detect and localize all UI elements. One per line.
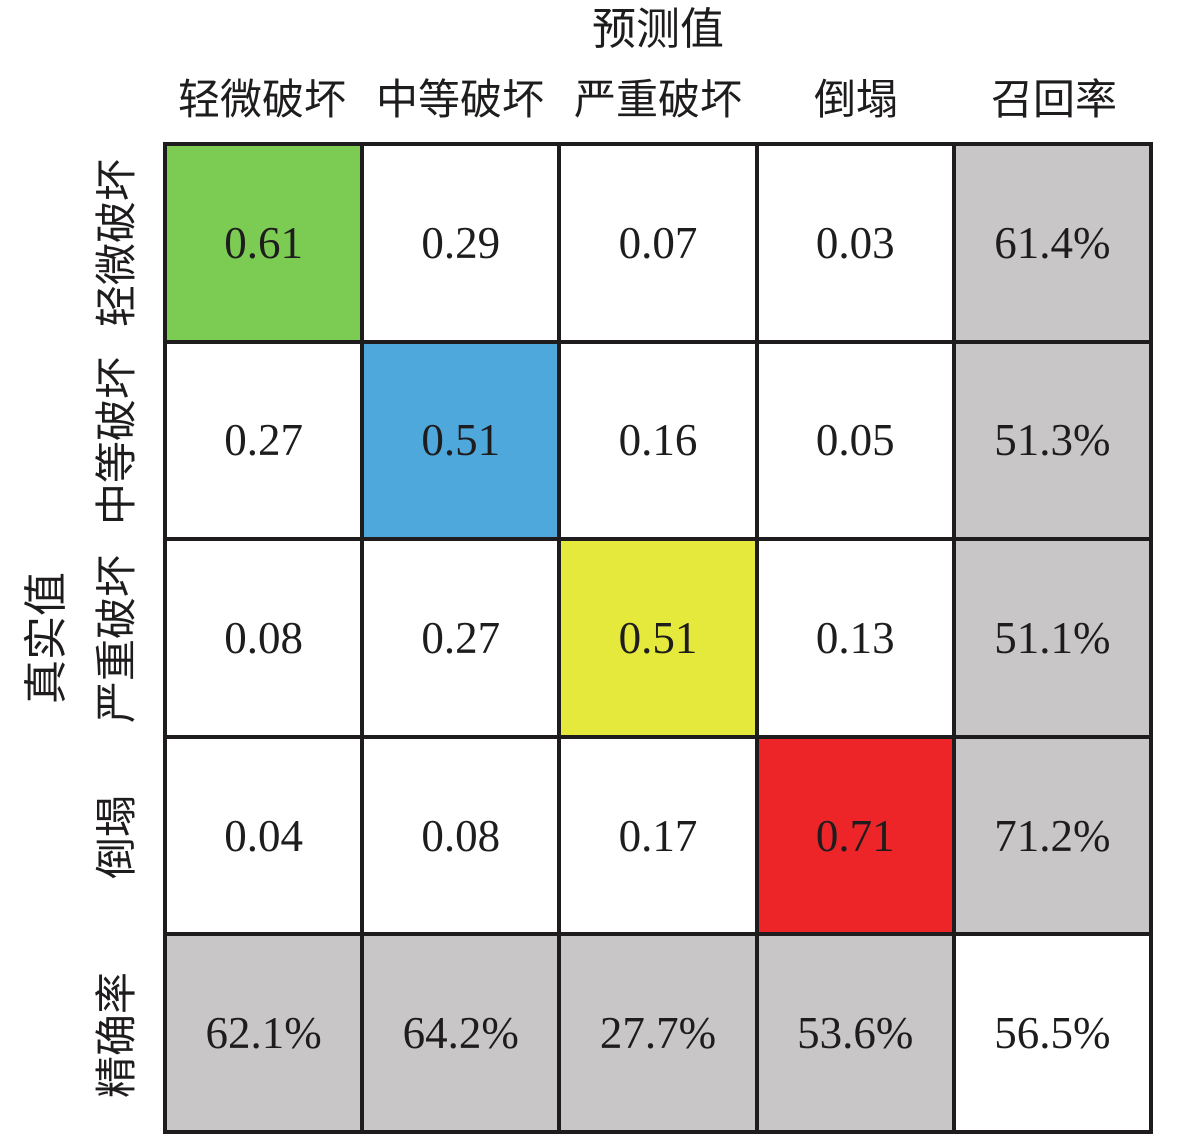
column-header-row: 轻微破坏 中等破坏 严重破坏 倒塌 召回率 xyxy=(163,60,1153,132)
row-label-3: 倒塌 xyxy=(95,795,141,880)
cell-r0c4: 61.4% xyxy=(955,146,1149,340)
cell-r4c4: 56.5% xyxy=(955,936,1149,1130)
col-header-2: 严重破坏 xyxy=(573,77,742,124)
cell-r1c1: 0.51 xyxy=(364,343,558,538)
cell-r1c2: 0.16 xyxy=(561,343,755,538)
col-header-3: 倒塌 xyxy=(813,77,898,124)
row-label-1: 中等破坏 xyxy=(95,357,141,526)
cell-r2c1: 0.27 xyxy=(364,541,558,735)
cell-r3c4: 71.2% xyxy=(955,738,1149,933)
cell-r0c1: 0.29 xyxy=(364,146,558,340)
col-header-4: 召回率 xyxy=(990,77,1117,124)
cell-r3c1: 0.08 xyxy=(364,738,558,933)
matrix-grid: 0.61 0.29 0.07 0.03 61.4% 0.27 0.51 0.16 0.05 51.… xyxy=(163,142,1153,1134)
cell-r3c0: 0.04 xyxy=(167,738,361,933)
row-label-2: 严重破坏 xyxy=(95,555,141,724)
x-axis-title: 预测值 xyxy=(592,5,724,54)
col-header-0: 轻微破坏 xyxy=(177,77,346,124)
row-label-4: 精确率 xyxy=(95,972,141,1099)
cell-r4c0: 62.1% xyxy=(167,936,361,1130)
cell-r4c1: 64.2% xyxy=(364,936,558,1130)
cell-r2c3: 0.13 xyxy=(758,541,952,735)
cell-r2c4: 51.1% xyxy=(955,541,1149,735)
cell-r1c3: 0.05 xyxy=(758,343,952,538)
cell-r1c4: 51.3% xyxy=(955,343,1149,538)
cell-r3c2: 0.17 xyxy=(561,738,755,933)
row-label-0: 轻微破坏 xyxy=(95,159,141,328)
cell-r2c2: 0.51 xyxy=(561,541,755,735)
cell-r0c3: 0.03 xyxy=(758,146,952,340)
cell-r0c0: 0.61 xyxy=(167,146,361,340)
cell-r4c3: 53.6% xyxy=(758,936,952,1130)
cell-r4c2: 27.7% xyxy=(561,936,755,1130)
cell-r3c3: 0.71 xyxy=(758,738,952,933)
cell-r2c0: 0.08 xyxy=(167,541,361,735)
y-axis-title: 真实值 xyxy=(22,572,71,704)
cell-r1c0: 0.27 xyxy=(167,343,361,538)
cell-r0c2: 0.07 xyxy=(561,146,755,340)
col-header-1: 中等破坏 xyxy=(375,77,544,124)
